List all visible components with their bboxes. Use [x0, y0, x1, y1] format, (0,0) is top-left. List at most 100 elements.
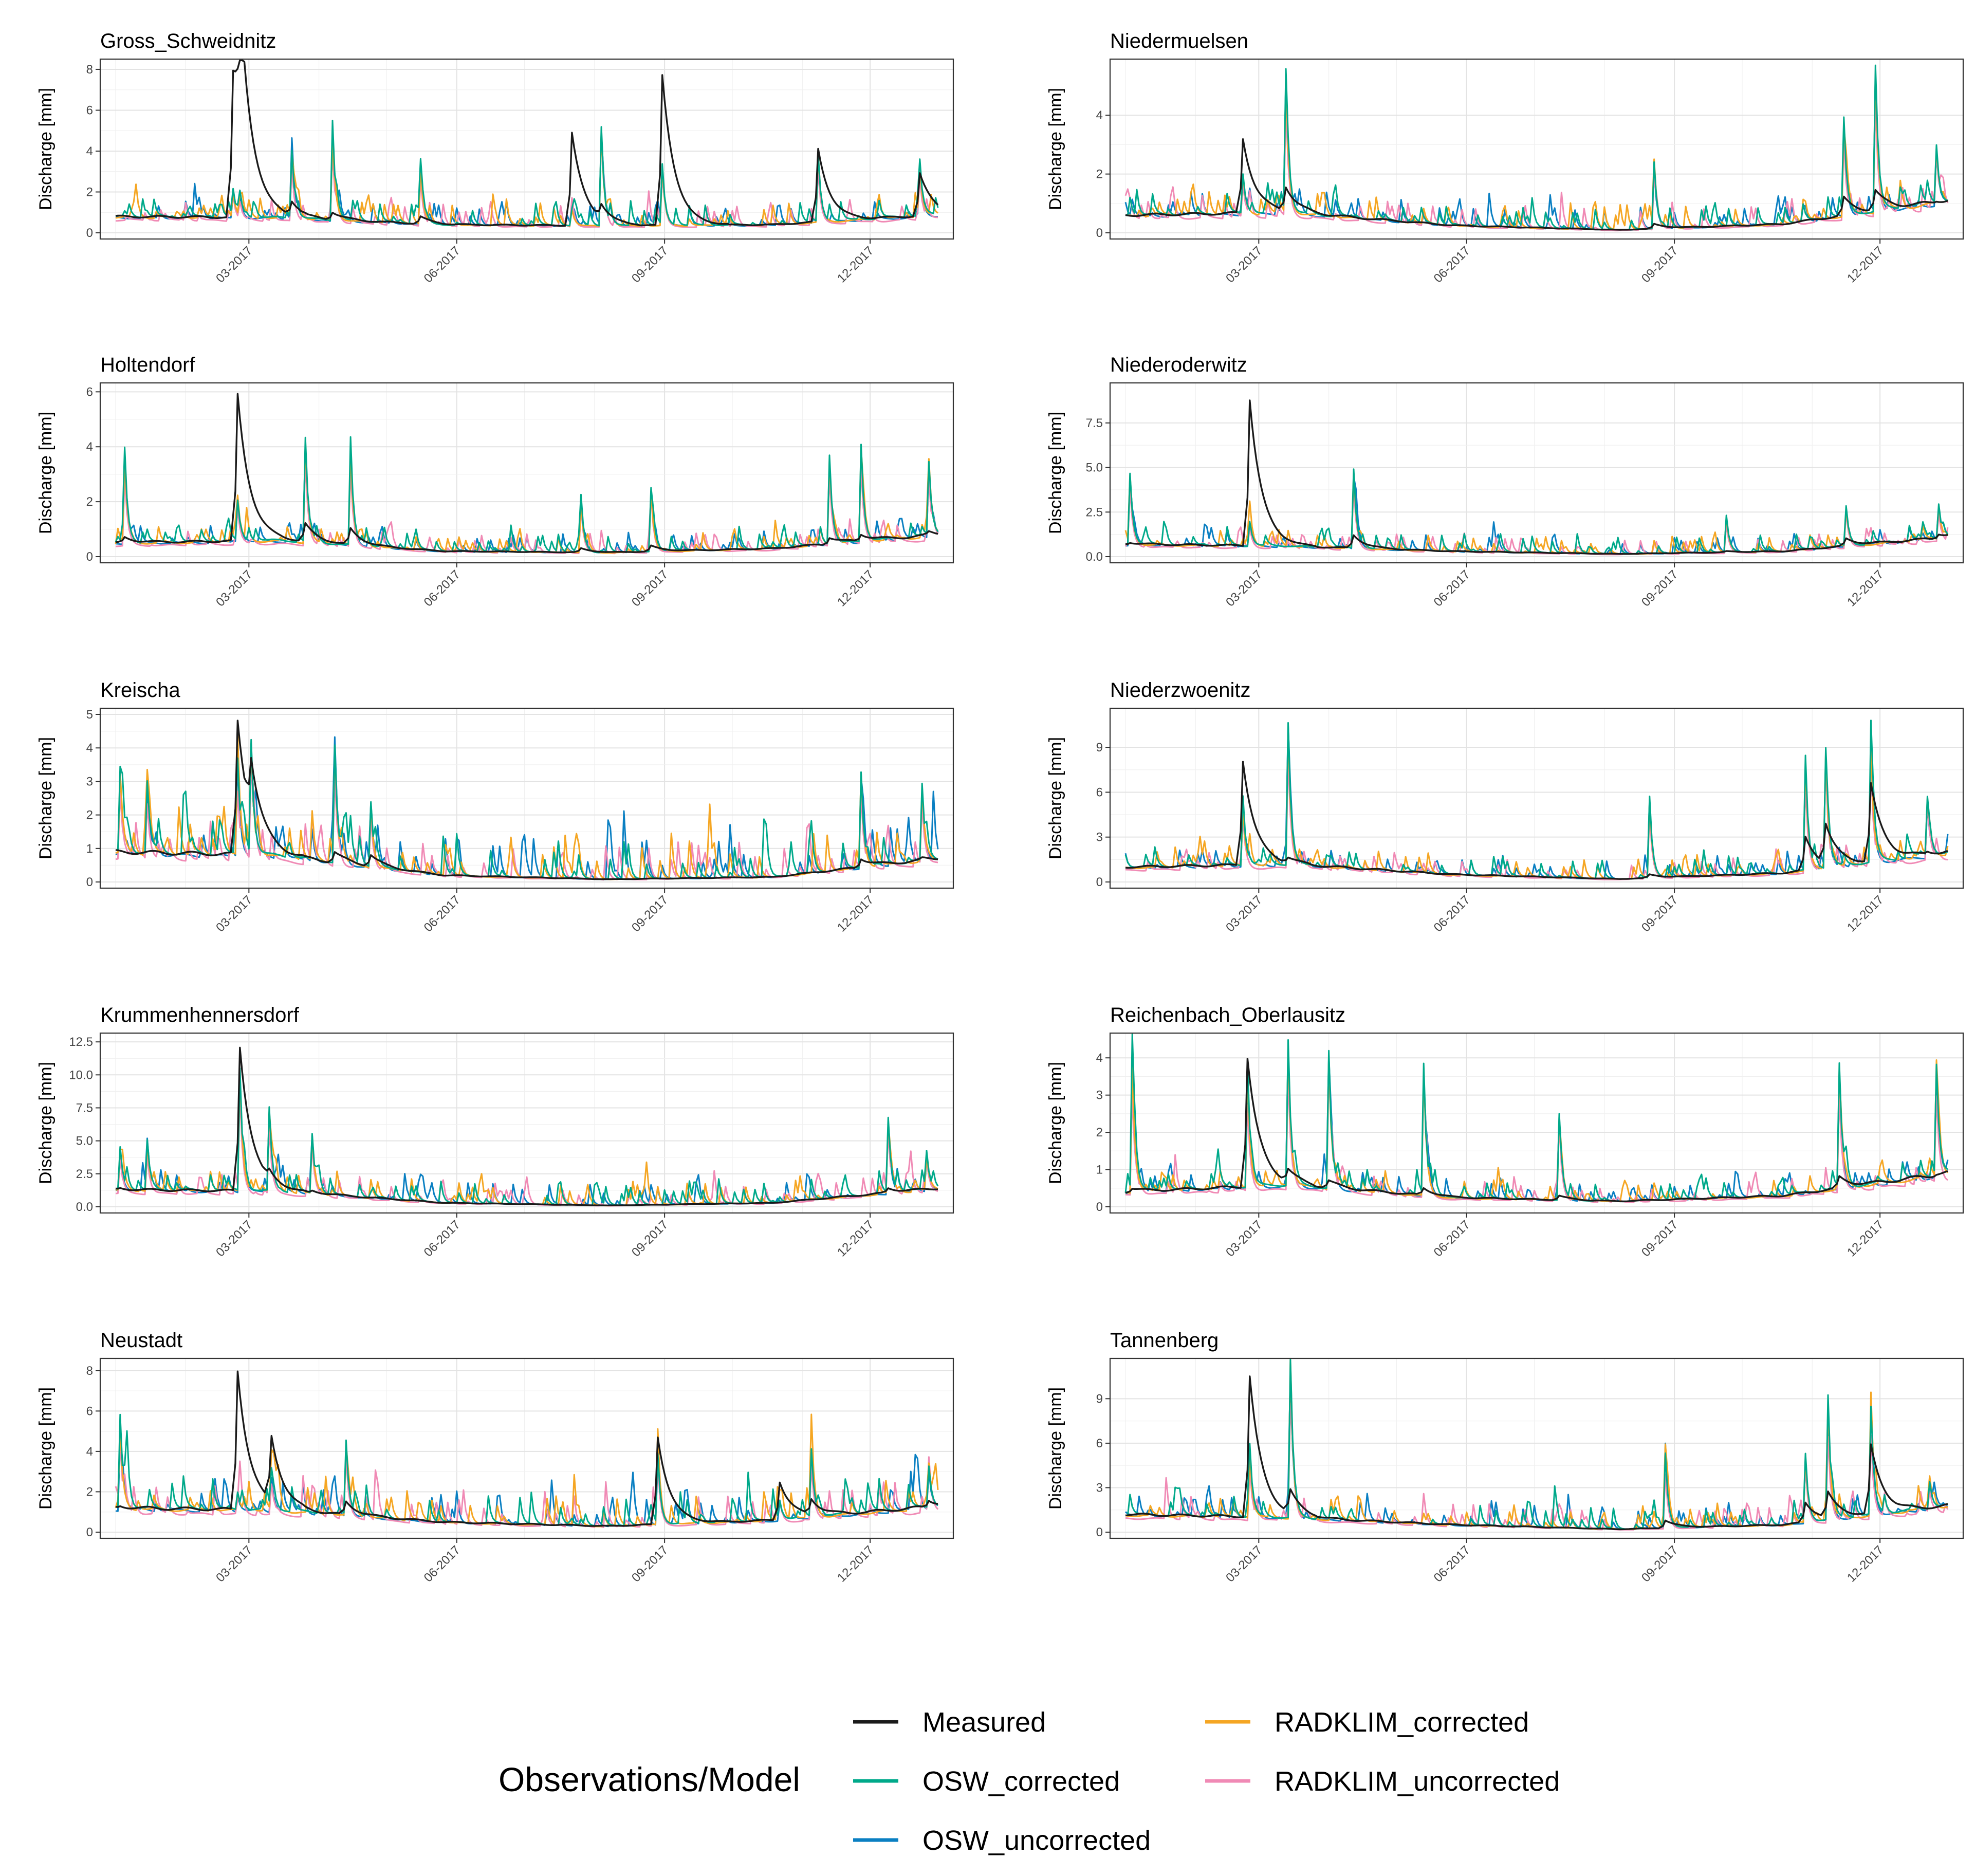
series-line-osw-corrected	[1125, 64, 1948, 231]
y-tick-label: 7.5	[1086, 416, 1103, 430]
series-line-osw-corrected	[115, 119, 939, 227]
panel-tannenberg: Tannenberg 03-2017 06-2017 09-2017 12-2017 0 3…	[1046, 1329, 1964, 1585]
y-tick-label: 0.0	[1086, 550, 1103, 564]
series-line-measured	[1125, 1058, 1948, 1203]
panel-border	[1109, 707, 1964, 889]
x-tick-label: 03-2017	[1223, 893, 1265, 934]
x-tick-label: 06-2017	[421, 1218, 463, 1259]
x-tick-label: 03-2017	[213, 1218, 255, 1259]
series-line-radklim-uncorrected	[115, 133, 938, 228]
series-line-measured	[115, 59, 939, 227]
y-tick-label: 3	[1096, 1089, 1103, 1102]
y-tick-label: 2	[86, 1485, 93, 1499]
panel-border	[99, 1032, 954, 1214]
y-tick-label: 2.5	[76, 1167, 93, 1181]
x-tick-label: 12-2017	[835, 893, 876, 934]
y-tick-label: 3	[1096, 831, 1103, 844]
series-line-measured	[115, 720, 938, 880]
series-line-measured	[115, 1046, 938, 1206]
y-tick-label: 9	[1096, 1392, 1103, 1406]
legend-label: RADKLIM_corrected	[1275, 1707, 1529, 1738]
plot-area	[1110, 1033, 1963, 1213]
y-tick-label: 9	[1096, 741, 1103, 755]
x-tick-label: 09-2017	[629, 567, 671, 609]
x-tick-label: 09-2017	[1639, 1218, 1681, 1259]
y-tick-label: 0	[86, 1525, 93, 1539]
x-tick-label: 06-2017	[421, 567, 463, 609]
x-tick-label: 12-2017	[835, 1218, 876, 1259]
x-tick-label: 03-2017	[1223, 567, 1265, 609]
series-line-radklim-uncorrected	[1124, 485, 1949, 556]
panel-border	[1109, 382, 1964, 564]
plot-area	[100, 1358, 953, 1538]
panel-title: Neustadt	[100, 1329, 182, 1352]
x-tick-label: 09-2017	[1639, 893, 1681, 934]
panel-title: Niedermuelsen	[1110, 30, 1248, 52]
x-tick-label: 03-2017	[213, 244, 255, 285]
y-axis-label: Discharge [mm]	[1046, 1387, 1065, 1510]
panel-border	[1109, 58, 1964, 240]
y-axis-label: Discharge [mm]	[36, 737, 56, 859]
y-tick-label: 2	[86, 495, 93, 509]
y-tick-label: 10.0	[69, 1068, 93, 1082]
x-tick-label: 06-2017	[421, 244, 463, 285]
y-tick-label: 5	[86, 708, 93, 722]
y-tick-label: 8	[86, 63, 93, 77]
panel-border	[1109, 1357, 1964, 1539]
panel-title: Niederoderwitz	[1110, 354, 1247, 376]
panel-title: Tannenberg	[1110, 1329, 1219, 1352]
series-line-measured	[1125, 138, 1948, 231]
x-tick-label: 06-2017	[1431, 244, 1473, 285]
x-tick-label: 03-2017	[1223, 1218, 1265, 1259]
series-line-radklim-corrected	[115, 1413, 939, 1528]
y-tick-label: 0	[1096, 875, 1103, 889]
legend: Observations/Model Measured OSW_corrected…	[499, 1707, 1560, 1856]
panel-kreischa: Kreischa 03-2017 06-2017 09-2017 12-2017 0 1 2 3…	[36, 679, 954, 935]
panel-title: Niederzwoenitz	[1110, 679, 1250, 702]
y-tick-label: 6	[1096, 1437, 1103, 1450]
y-tick-label: 5.0	[1086, 461, 1103, 475]
y-axis-label: Discharge [mm]	[1046, 737, 1065, 859]
y-tick-label: 6	[86, 103, 93, 117]
y-tick-label: 0.0	[76, 1200, 93, 1214]
y-tick-label: 0	[1096, 226, 1103, 240]
plot-area	[100, 1033, 953, 1213]
x-tick-label: 03-2017	[213, 1543, 255, 1585]
x-tick-label: 03-2017	[1223, 244, 1265, 285]
series-line-osw-corrected	[1125, 468, 1949, 555]
panel-holtendorf: Holtendorf 03-2017 06-2017 09-2017 12-2017 0 2…	[36, 354, 954, 610]
panel-border	[99, 1357, 954, 1539]
panel-title: Holtendorf	[100, 354, 195, 376]
panel-gross-schweidnitz: Gross_Schweidnitz 03-2017 06-2017 09-2017 12…	[36, 30, 954, 286]
y-tick-label: 12.5	[69, 1035, 93, 1049]
panel-border	[99, 382, 954, 564]
legend-item-measured: Measured	[853, 1707, 1046, 1738]
series-line-measured	[115, 393, 938, 554]
x-tick-label: 12-2017	[1844, 244, 1886, 285]
y-tick-label: 7.5	[76, 1101, 93, 1115]
x-tick-label: 09-2017	[629, 893, 671, 934]
y-tick-label: 4	[86, 144, 93, 158]
panel-border	[99, 707, 954, 889]
legend-item-osw-corrected: OSW_corrected	[853, 1766, 1120, 1797]
legend-item-radklim-corrected: RADKLIM_corrected	[1205, 1707, 1529, 1738]
series-line-measured	[1125, 399, 1948, 555]
y-tick-label: 0	[1096, 1525, 1103, 1539]
y-tick-label: 0	[86, 550, 93, 564]
y-tick-label: 0	[86, 226, 93, 240]
y-axis-label: Discharge [mm]	[36, 1387, 56, 1510]
legend-label: RADKLIM_uncorrected	[1275, 1766, 1560, 1797]
x-tick-label: 09-2017	[629, 244, 671, 285]
panel-border	[1109, 1032, 1964, 1214]
y-axis-label: Discharge [mm]	[1046, 412, 1065, 534]
panel-title: Krummenhennersdorf	[100, 1004, 300, 1026]
y-axis-label: Discharge [mm]	[1046, 1062, 1065, 1184]
y-tick-label: 2	[1096, 168, 1103, 181]
y-tick-label: 2	[1096, 1126, 1103, 1139]
panel-neustadt: Neustadt 03-2017 06-2017 09-2017 12-2017 0 2 4 6…	[36, 1329, 954, 1585]
series-line-measured	[115, 1370, 938, 1527]
x-tick-label: 06-2017	[1431, 1218, 1473, 1259]
x-tick-label: 12-2017	[835, 1543, 876, 1585]
panel-reichenbach-oberlausitz: Reichenbach_Oberlausitz 03-2017 06-2017 09-…	[1046, 1004, 1964, 1260]
